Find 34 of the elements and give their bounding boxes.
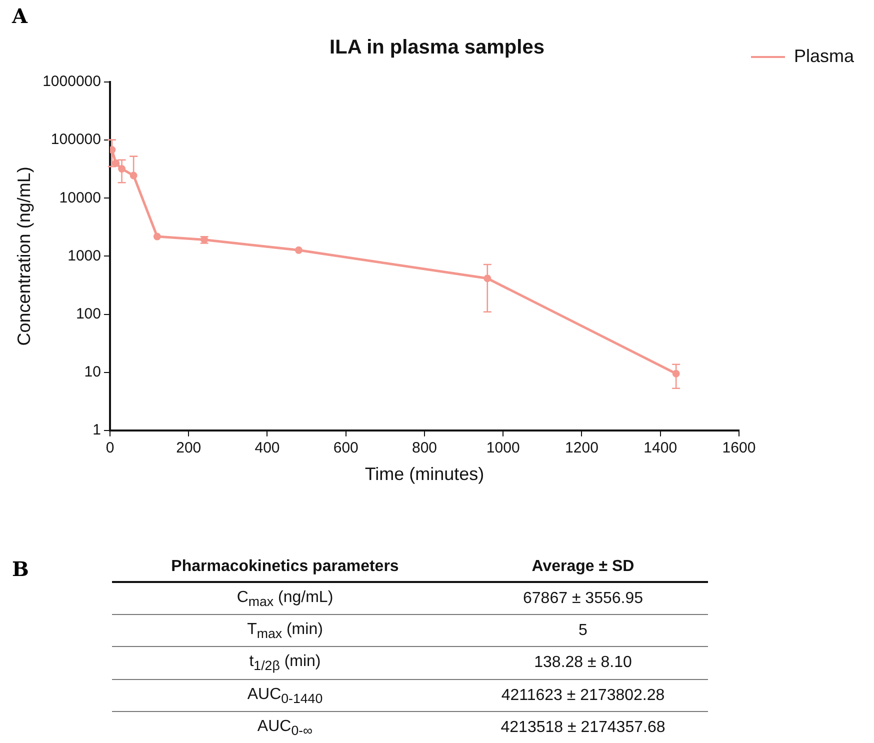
text: 5 [458, 614, 708, 647]
text: T$_{max}$ (min) [112, 614, 458, 647]
x-tick-label: 1400 [644, 440, 678, 457]
legend-label: Plasma [794, 46, 855, 66]
y-tick-label: 1 [92, 422, 101, 439]
x-tick-label: 400 [254, 440, 280, 457]
x-tick-label: 0 [106, 440, 114, 457]
text: 67867 ± 3556.95 [458, 582, 708, 615]
text: C$_{max}$ (ng/mL) [112, 582, 458, 615]
y-tick-label: 1000 [68, 247, 101, 264]
x-tick-label: 1200 [565, 440, 598, 457]
x-tick-label: 1600 [722, 440, 756, 457]
y-tick-label: 100 [76, 305, 101, 322]
text: B [12, 557, 29, 581]
text: 138.28 ± 8.10 [458, 646, 708, 680]
x-tick-label: 200 [176, 440, 202, 457]
x-tick-label: 800 [412, 440, 438, 457]
text: AUC$_{0-1440}$ [112, 679, 458, 712]
text: AUC$_{0-∞}$ [256, 716, 314, 740]
x-axis-title: Time (minutes) [364, 464, 484, 484]
y-axis-title: Concentration (ng/mL) [14, 166, 34, 346]
text: A [12, 4, 28, 28]
chart-title: ILA in plasma samples [330, 36, 544, 59]
text: Average ± SD [458, 555, 708, 582]
x-tick-label: 1000 [486, 440, 520, 457]
y-tick-label: 10000 [59, 189, 101, 206]
y-tick-label: 10 [84, 363, 101, 380]
text: 4211623 ± 2173802.28 [458, 679, 708, 712]
text: 4213518 ± 2174357.68 [500, 718, 666, 738]
x-tick-label: 600 [333, 440, 358, 457]
text: t$_{1/2β}$ (min) [112, 646, 458, 680]
y-tick-label: 1000000 [42, 73, 101, 90]
text: Pharmacokinetics parameters [112, 555, 458, 582]
y-tick-label: 100000 [50, 131, 101, 148]
